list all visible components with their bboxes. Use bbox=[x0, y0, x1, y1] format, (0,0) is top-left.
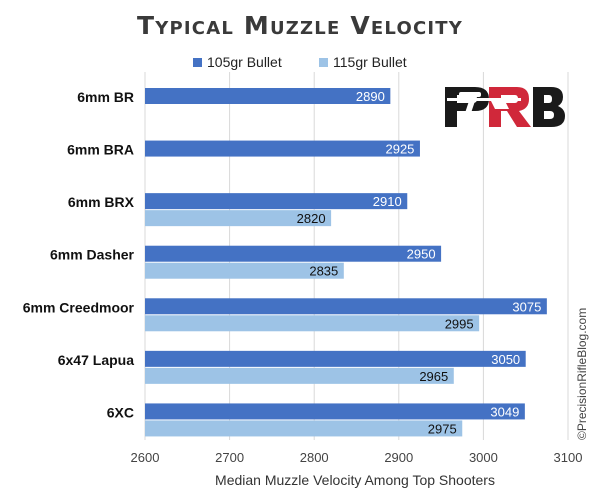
bar-105gr bbox=[145, 403, 525, 420]
legend-swatch bbox=[319, 58, 328, 67]
bar-105gr bbox=[145, 88, 391, 104]
bar-115gr bbox=[145, 262, 344, 279]
category-label: 6mm BRA bbox=[67, 142, 134, 158]
category-label: 6mm Creedmoor bbox=[23, 299, 135, 315]
x-tick-label: 2800 bbox=[300, 450, 329, 465]
bar-105gr bbox=[145, 350, 526, 367]
data-label: 3075 bbox=[512, 299, 541, 314]
data-label: 2950 bbox=[407, 247, 436, 262]
bar-105gr bbox=[145, 140, 420, 157]
data-label: 3050 bbox=[491, 352, 520, 367]
data-label: 2890 bbox=[356, 89, 385, 104]
bar-115gr bbox=[145, 367, 454, 384]
legend: 105gr Bullet 115gr Bullet bbox=[193, 54, 407, 70]
x-tick-labels: 2600 2700 2800 2900 3000 3100 bbox=[131, 450, 583, 465]
data-label: 2820 bbox=[297, 211, 326, 226]
data-label: 2910 bbox=[373, 194, 402, 209]
x-tick-label: 2700 bbox=[215, 450, 244, 465]
category-label: 6mm BRX bbox=[68, 194, 135, 210]
logo-p-stem bbox=[445, 87, 457, 127]
x-tick-label: 2600 bbox=[131, 450, 160, 465]
legend-label: 115gr Bullet bbox=[333, 54, 407, 70]
category-label: 6x47 Lapua bbox=[58, 352, 134, 368]
rifle-icon bbox=[447, 92, 521, 113]
bar-115gr bbox=[145, 420, 463, 437]
category-label: 6mm Dasher bbox=[50, 247, 135, 263]
data-label: 2835 bbox=[309, 264, 338, 279]
bar-105gr bbox=[145, 193, 408, 210]
data-label: 2925 bbox=[385, 142, 414, 157]
data-label: 3049 bbox=[490, 404, 519, 419]
logo-b bbox=[533, 87, 565, 127]
x-tick-label: 2900 bbox=[384, 450, 413, 465]
data-label: 2975 bbox=[428, 421, 457, 436]
watermark: ©PrecisionRifleBlog.com bbox=[575, 308, 589, 440]
bar-115gr bbox=[145, 315, 480, 332]
prb-logo bbox=[445, 87, 565, 127]
bar-105gr bbox=[145, 245, 442, 262]
x-axis-title: Median Muzzle Velocity Among Top Shooter… bbox=[215, 472, 495, 488]
category-label: 6XC bbox=[107, 404, 134, 420]
bar-105gr bbox=[145, 298, 547, 315]
data-label: 2995 bbox=[445, 316, 474, 331]
legend-label: 105gr Bullet bbox=[207, 54, 282, 70]
chart-title: Typical Muzzle Velocity bbox=[137, 11, 463, 40]
x-tick-label: 3000 bbox=[469, 450, 498, 465]
data-label: 2965 bbox=[419, 369, 448, 384]
legend-swatch bbox=[193, 58, 202, 67]
x-tick-label: 3100 bbox=[554, 450, 583, 465]
category-label: 6mm BR bbox=[77, 89, 134, 105]
bar-115gr bbox=[145, 210, 332, 227]
logo-r-bowl bbox=[501, 87, 531, 127]
category-labels: 6mm BR 6mm BRA 6mm BRX 6mm Dasher 6mm Creedm… bbox=[23, 89, 135, 420]
bars: 2890 2925 2910 2820 2950 2835 3075 2995 3050 2965… bbox=[145, 88, 547, 437]
